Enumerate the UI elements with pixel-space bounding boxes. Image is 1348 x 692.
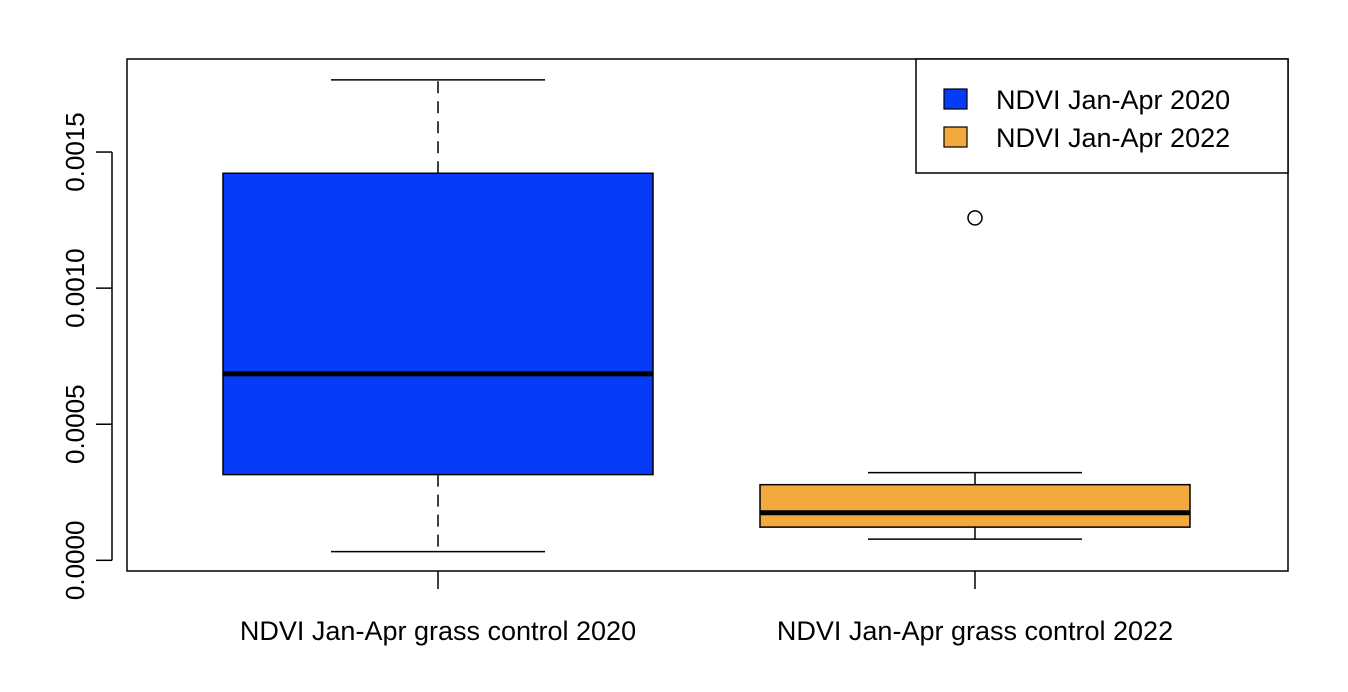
legend-swatch (943, 126, 968, 148)
x-tick-label: NDVI Jan-Apr grass control 2022 (777, 616, 1173, 646)
plot-frame (126, 58, 1289, 572)
y-tick-label: 0.0015 (60, 112, 90, 192)
legend: NDVI Jan-Apr 2020 NDVI Jan-Apr 2022 (915, 58, 1289, 174)
legend-box (915, 58, 1289, 174)
y-axis: 0.0000 0.0005 0.0010 0.0015 (60, 112, 113, 601)
box-group (759, 210, 1191, 540)
box-group (222, 79, 654, 553)
y-tick-label: 0.0005 (60, 384, 90, 464)
legend-label: NDVI Jan-Apr 2020 (996, 85, 1230, 115)
outlier-point (967, 210, 983, 226)
y-tick-label: 0.0000 (60, 521, 90, 601)
boxes (222, 79, 1191, 553)
legend-label: NDVI Jan-Apr 2022 (996, 123, 1230, 153)
x-tick-label: NDVI Jan-Apr grass control 2020 (240, 616, 636, 646)
x-axis: NDVI Jan-Apr grass control 2020 NDVI Jan-… (240, 571, 1173, 646)
legend-swatch (943, 88, 968, 110)
iqr-box (222, 172, 654, 476)
iqr-box (759, 483, 1191, 528)
y-tick-label: 0.0010 (60, 248, 90, 328)
